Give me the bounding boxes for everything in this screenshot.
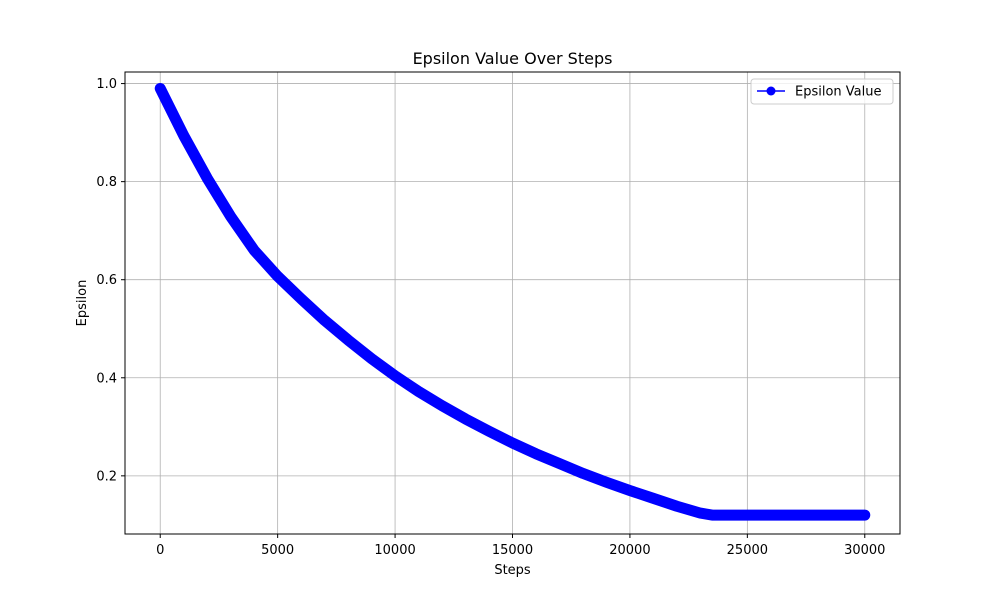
- data-point: [789, 510, 800, 521]
- data-point: [577, 468, 588, 479]
- x-tick-label: 15000: [492, 543, 533, 558]
- data-point: [695, 508, 706, 519]
- data-point: [765, 510, 776, 521]
- data-point: [178, 130, 189, 141]
- legend-label: Epsilon Value: [795, 85, 882, 100]
- series-layer: [154, 82, 871, 521]
- legend: Epsilon Value: [750, 78, 894, 105]
- data-point: [202, 173, 213, 184]
- legend-marker-swatch: [766, 86, 776, 96]
- y-tick-label: 0.8: [96, 175, 117, 190]
- data-point: [366, 353, 377, 364]
- y-tick-label: 0.2: [96, 469, 117, 484]
- legend-box: [750, 78, 894, 105]
- data-point: [601, 477, 612, 488]
- y-tick-label: 0.6: [96, 273, 117, 288]
- y-tick-label: 1.0: [96, 77, 117, 92]
- x-tick-label: 0: [156, 543, 164, 558]
- x-tick-label: 10000: [374, 543, 415, 558]
- data-point: [707, 510, 718, 521]
- data-point: [554, 458, 565, 469]
- data-point: [390, 370, 401, 381]
- grid-layer: [125, 72, 900, 534]
- x-tick-label: 20000: [609, 543, 650, 558]
- data-point: [249, 245, 260, 256]
- data-point: [413, 386, 424, 397]
- y-tick-label: 0.4: [96, 371, 117, 386]
- data-point: [718, 510, 729, 521]
- data-point: [225, 211, 236, 222]
- x-tick-label: 30000: [844, 543, 885, 558]
- x-axis-title: Steps: [494, 563, 531, 578]
- data-point: [460, 413, 471, 424]
- data-point: [319, 315, 330, 326]
- data-point: [671, 501, 682, 512]
- chart-title: Epsilon Value Over Steps: [413, 49, 613, 68]
- data-point: [530, 448, 541, 459]
- data-point: [155, 83, 166, 94]
- data-point: [624, 485, 635, 496]
- data-point: [437, 400, 448, 411]
- data-point: [484, 426, 495, 437]
- y-axis-title: Epsilon: [75, 280, 90, 327]
- tick-layer: 0 5000 10000 15000 20000 25000 30000 0.2 0.4 0.6 0…: [96, 77, 885, 558]
- data-point: [272, 271, 283, 282]
- data-point: [859, 510, 870, 521]
- data-point: [507, 437, 518, 448]
- data-point: [836, 510, 847, 521]
- x-tick-label: 5000: [261, 543, 294, 558]
- data-point: [742, 510, 753, 521]
- data-point: [648, 493, 659, 504]
- data-point: [343, 335, 354, 346]
- x-tick-label: 25000: [727, 543, 768, 558]
- data-point: [296, 293, 307, 304]
- data-point: [812, 510, 823, 521]
